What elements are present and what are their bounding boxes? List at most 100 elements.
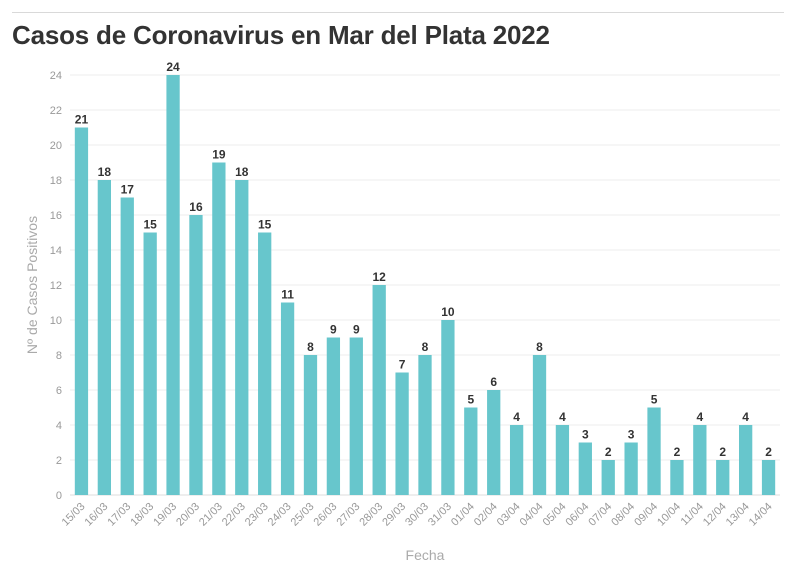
bar-value-label: 6 (490, 375, 497, 389)
x-tick-label: 09/04 (632, 501, 660, 529)
y-tick-label: 16 (50, 210, 62, 222)
y-tick-label: 8 (56, 350, 62, 362)
bar-value-label: 3 (582, 428, 589, 442)
bar-value-label: 4 (513, 410, 520, 424)
bar-value-label: 15 (258, 218, 272, 232)
y-tick-label: 0 (56, 490, 62, 502)
x-axis-ticks: 15/0316/0317/0318/0319/0320/0321/0322/03… (60, 501, 775, 529)
bar (395, 372, 409, 495)
bar (532, 355, 547, 495)
bar-value-label: 5 (651, 393, 658, 407)
y-tick-label: 18 (50, 175, 62, 187)
x-tick-label: 10/04 (655, 501, 683, 529)
bar-value-label: 3 (628, 428, 635, 442)
bar (578, 442, 592, 495)
bar (74, 127, 89, 495)
bar (120, 197, 134, 495)
bar-value-label: 19 (212, 148, 226, 162)
y-tick-label: 6 (56, 385, 62, 397)
bar (212, 162, 226, 495)
x-tick-label: 28/03 (357, 501, 385, 529)
bar (509, 425, 524, 495)
bar-value-label: 24 (166, 60, 180, 74)
x-tick-label: 25/03 (289, 501, 317, 529)
y-axis-title: Nº de Casos Positivos (24, 216, 40, 354)
bar (326, 337, 341, 495)
bar (235, 180, 249, 495)
y-tick-label: 20 (50, 140, 62, 152)
bar (441, 320, 455, 495)
bar-value-label: 2 (674, 445, 681, 459)
x-tick-label: 20/03 (174, 501, 202, 529)
gridlines (70, 74, 780, 496)
bar-value-label: 15 (143, 218, 157, 232)
bar-value-label: 2 (719, 445, 726, 459)
x-tick-label: 12/04 (701, 501, 729, 529)
x-tick-label: 27/03 (334, 501, 362, 529)
bar-value-label: 12 (373, 270, 387, 284)
bar-value-label: 21 (75, 113, 89, 127)
bar (464, 407, 478, 495)
x-tick-label: 21/03 (197, 501, 225, 529)
bar-value-label: 18 (235, 165, 249, 179)
bar (303, 355, 318, 495)
x-tick-label: 01/04 (449, 501, 477, 529)
bar-value-label: 9 (353, 323, 360, 337)
x-tick-label: 23/03 (243, 501, 271, 529)
bar (349, 337, 363, 495)
bar-value-label: 8 (422, 340, 429, 354)
x-tick-label: 22/03 (220, 501, 248, 529)
y-tick-label: 10 (50, 315, 62, 327)
bar (258, 232, 272, 495)
x-tick-label: 05/04 (541, 501, 569, 529)
bar (166, 75, 180, 495)
bar (693, 425, 707, 495)
bar (143, 232, 157, 495)
bar (487, 390, 501, 495)
bar-value-label: 11 (281, 288, 294, 302)
bar (97, 180, 111, 495)
x-tick-label: 19/03 (151, 501, 179, 529)
x-tick-label: 15/03 (60, 501, 88, 529)
x-tick-label: 24/03 (266, 501, 294, 529)
bar-value-label: 18 (98, 165, 112, 179)
bar (418, 355, 432, 495)
bar-value-label: 4 (742, 410, 749, 424)
x-tick-label: 31/03 (426, 501, 454, 529)
bar-value-label: 7 (399, 358, 406, 372)
x-tick-label: 29/03 (380, 501, 408, 529)
bar (189, 215, 203, 495)
bar-value-label: 4 (696, 410, 703, 424)
y-tick-label: 4 (56, 420, 62, 432)
y-tick-label: 22 (50, 105, 62, 117)
bar-value-label: 2 (605, 445, 612, 459)
bar (280, 302, 295, 495)
bar-value-label: 17 (121, 183, 135, 197)
x-tick-label: 13/04 (724, 501, 752, 529)
bars (74, 75, 776, 495)
chart-title: Casos de Coronavirus en Mar del Plata 20… (12, 20, 550, 50)
x-axis-title: Fecha (406, 547, 445, 563)
bar (761, 460, 776, 495)
x-tick-label: 17/03 (105, 501, 133, 529)
x-tick-label: 03/04 (495, 501, 523, 529)
x-tick-label: 02/04 (472, 501, 500, 529)
x-tick-label: 08/04 (609, 501, 637, 529)
y-tick-label: 2 (56, 455, 62, 467)
y-tick-label: 14 (50, 245, 62, 257)
bar-value-label: 8 (536, 340, 543, 354)
x-tick-label: 30/03 (403, 501, 431, 529)
x-tick-label: 14/04 (747, 501, 775, 529)
x-tick-label: 26/03 (312, 501, 340, 529)
bar (555, 425, 570, 495)
x-tick-label: 07/04 (586, 501, 614, 529)
bar-value-label: 2 (765, 445, 772, 459)
y-tick-label: 12 (50, 280, 62, 292)
bar-value-label: 9 (330, 323, 337, 337)
bar (624, 442, 638, 495)
bar-value-label: 10 (441, 305, 455, 319)
